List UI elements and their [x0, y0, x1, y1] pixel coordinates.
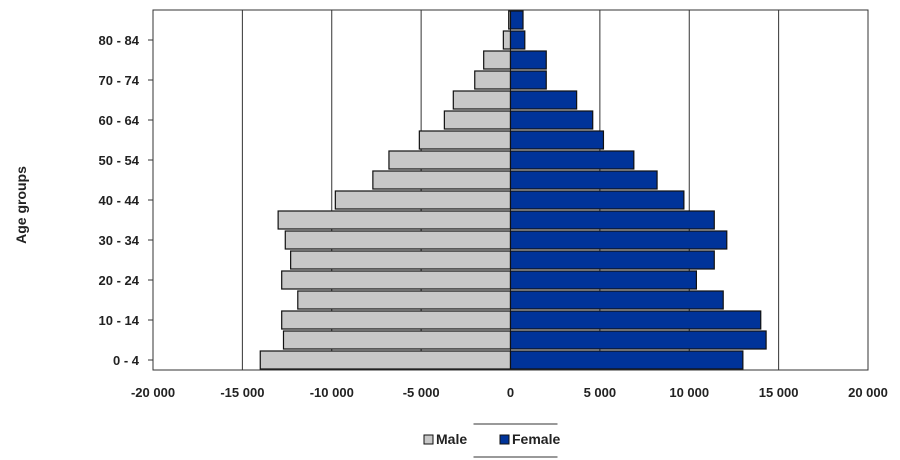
bar-female — [509, 90, 578, 110]
bar-female — [509, 350, 744, 370]
legend-label-male: Male — [436, 431, 467, 447]
x-tick-label: -20 000 — [131, 385, 175, 400]
bar-female — [509, 210, 715, 230]
x-tick-labels: -20 000 -15 000 -10 000 -5 000 0 5 000 10 000 1… — [131, 385, 888, 400]
bars — [259, 10, 767, 370]
x-tick-label: 10 000 — [669, 385, 709, 400]
y-axis-label: Age groups — [13, 166, 29, 244]
legend: Male Female — [423, 423, 560, 458]
bar-male — [290, 250, 512, 270]
bar-female — [509, 190, 685, 210]
bar-female — [509, 70, 547, 90]
y-tick-label: 30 - 34 — [99, 233, 140, 248]
y-tick-label: 70 - 74 — [99, 73, 140, 88]
bar-female — [509, 50, 547, 70]
x-tick-label: -15 000 — [220, 385, 264, 400]
bar-female — [509, 250, 715, 270]
bar-male — [334, 190, 512, 210]
bar-female — [509, 10, 524, 30]
y-tick-label: 50 - 54 — [99, 153, 140, 168]
bar-female — [509, 230, 728, 250]
bar-male — [483, 50, 512, 70]
y-tick-label: 40 - 44 — [99, 193, 140, 208]
x-tick-label: 5 000 — [584, 385, 617, 400]
plot-frame — [152, 9, 869, 371]
bar-female — [509, 150, 635, 170]
bar-male — [474, 70, 512, 90]
y-tick-label: 20 - 24 — [99, 273, 140, 288]
x-tick-label: 20 000 — [848, 385, 888, 400]
bar-female — [509, 310, 762, 330]
y-tick-label: 0 - 4 — [113, 353, 140, 368]
bar-female — [509, 130, 605, 150]
bar-female — [509, 270, 697, 290]
y-tick-label: 80 - 84 — [99, 33, 140, 48]
x-tick-label: -5 000 — [403, 385, 440, 400]
bar-female — [509, 330, 767, 350]
bar-male — [282, 330, 512, 350]
bar-male — [418, 130, 512, 150]
bar-male — [297, 290, 512, 310]
legend-swatch-female — [499, 434, 510, 445]
bar-female — [509, 30, 526, 50]
bar-male — [281, 270, 512, 290]
bar-male — [281, 310, 512, 330]
bar-male — [259, 350, 512, 370]
bar-male — [452, 90, 512, 110]
bar-male — [284, 230, 512, 250]
bar-male — [443, 110, 512, 130]
y-tick-labels: 0 - 4 10 - 14 20 - 24 30 - 34 40 - 44 50 - 54… — [99, 33, 153, 368]
legend-swatch-male — [423, 434, 434, 445]
bar-male — [372, 170, 512, 190]
bar-male — [277, 210, 512, 230]
bar-female — [509, 290, 724, 310]
y-tick-label: 10 - 14 — [99, 313, 140, 328]
x-tick-label: 0 — [507, 385, 514, 400]
x-tick-label: -10 000 — [310, 385, 354, 400]
y-tick-label: 60 - 64 — [99, 113, 140, 128]
x-tick-label: 15 000 — [759, 385, 799, 400]
bar-male — [502, 30, 512, 50]
bar-female — [509, 170, 658, 190]
legend-label-female: Female — [512, 431, 560, 447]
bar-female — [509, 110, 594, 130]
bar-male — [388, 150, 512, 170]
